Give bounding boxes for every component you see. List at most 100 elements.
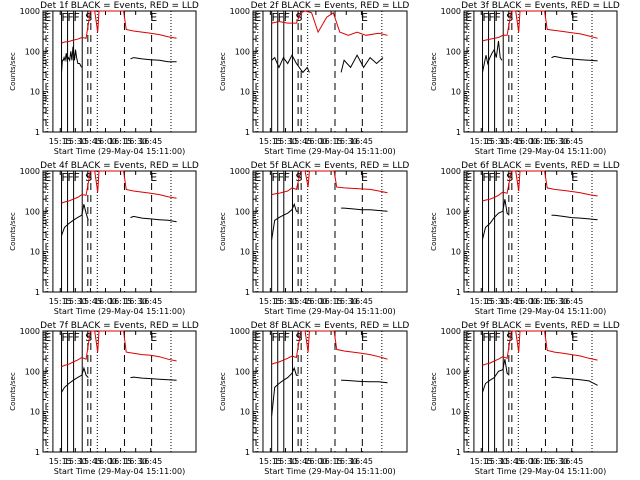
panel-8-xtick-label: 16:30 bbox=[335, 457, 358, 466]
panel-5-ytick-label: 1000 bbox=[230, 167, 250, 176]
panel-9-ytick-label: 1 bbox=[456, 448, 461, 457]
panel-3-xlabel: Start Time (29-May-04 15:11:00) bbox=[475, 147, 606, 156]
panel-3-series-lld bbox=[482, 10, 598, 42]
panel-9-series-lld bbox=[482, 330, 598, 366]
panel-7-marker-e: E bbox=[150, 331, 157, 344]
panel-9-ytick-label: 1000 bbox=[441, 327, 461, 336]
panel-2-series-lld bbox=[271, 10, 388, 36]
panel-7-xtick-label: 15:45 bbox=[79, 457, 102, 466]
panel-5-marker-f: F bbox=[284, 171, 290, 184]
panel-8-series-lld bbox=[271, 330, 388, 365]
panel-4-frame bbox=[42, 170, 197, 293]
panel-6-xtick-label: 16:15 bbox=[530, 297, 553, 306]
panel-7-series-events-late bbox=[130, 376, 177, 381]
panel-7-ylabel: Counts/sec bbox=[9, 372, 17, 411]
panel-2-xtick-label: 16:45 bbox=[350, 137, 373, 146]
panel-8-title: Det 8f BLACK = Events, RED = LLD bbox=[251, 321, 410, 331]
panel-9-xtick-label: 15:30 bbox=[485, 457, 508, 466]
panel-3-ytick-label: 100 bbox=[446, 47, 461, 56]
panel-8-series-events-late bbox=[341, 379, 388, 384]
panel-4-xtick-label: 16:15 bbox=[109, 297, 132, 306]
panel-7-xtick-label: 16:45 bbox=[139, 457, 162, 466]
panel-4-ytick-label: 1 bbox=[35, 288, 40, 297]
panel-6-xtick-label: 16:00 bbox=[515, 297, 538, 306]
panel-9-ytick-label: 10 bbox=[451, 408, 461, 417]
panel-4-xtick-label: 15:15 bbox=[49, 297, 72, 306]
panel-9-xtick-label: 16:15 bbox=[530, 457, 553, 466]
panel-5-xtick-label: 16:00 bbox=[304, 297, 327, 306]
panel-8-xtick-label: 16:45 bbox=[350, 457, 373, 466]
panel-7-marker-f: F bbox=[73, 331, 79, 344]
panel-1-title: Det 1f BLACK = Events, RED = LLD bbox=[40, 1, 199, 11]
panel-5-xtick-label: 15:45 bbox=[289, 297, 312, 306]
panel-1-ytick-label: 100 bbox=[25, 47, 40, 56]
panel-6-series-lld bbox=[482, 170, 598, 202]
panel-8-xtick-label: 16:00 bbox=[304, 457, 327, 466]
panel-8-xtick-label: 15:15 bbox=[259, 457, 282, 466]
panel-9-xtick-label: 15:15 bbox=[470, 457, 493, 466]
panel-3-xtick-label: 16:15 bbox=[530, 137, 553, 146]
panel-6-ytick-label: 1 bbox=[456, 288, 461, 297]
panel-3-marker-e: E bbox=[465, 11, 472, 24]
panel-7-series-lld bbox=[61, 330, 177, 368]
panel-3-marker-e: E bbox=[571, 11, 578, 24]
panel-1-marker-f: F bbox=[61, 11, 67, 24]
panel-4-series-events-late bbox=[130, 215, 177, 223]
panel-2-xtick-label: 15:15 bbox=[259, 137, 282, 146]
panel-3-marker-f: F bbox=[482, 11, 488, 24]
panel-8-marker-e: E bbox=[254, 331, 261, 344]
panel-7-marker-f: F bbox=[67, 331, 73, 344]
panel-1-marker-e: E bbox=[44, 11, 51, 24]
panel-2-marker-f: F bbox=[284, 11, 290, 24]
panel-1-marker-s: S bbox=[85, 11, 92, 24]
panel-5-ytick-label: 100 bbox=[235, 207, 250, 216]
panel-7-frame bbox=[42, 330, 197, 453]
panel-4-title: Det 4f BLACK = Events, RED = LLD bbox=[40, 161, 199, 171]
panel-6-marker-f: F bbox=[488, 171, 494, 184]
panel-2-xtick-label: 16:00 bbox=[304, 137, 327, 146]
panel-3-ytick-label: 10 bbox=[451, 88, 461, 97]
panel-3-xtick-label: 16:00 bbox=[515, 137, 538, 146]
panel-7-ytick-label: 10 bbox=[30, 408, 40, 417]
panel-3-xtick-label: 16:30 bbox=[545, 137, 568, 146]
panel-2-xlabel: Start Time (29-May-04 15:11:00) bbox=[264, 147, 395, 156]
panel-3-xtick-label: 15:15 bbox=[470, 137, 493, 146]
panel-4-xtick-label: 16:00 bbox=[94, 297, 117, 306]
panel-7-ytick-label: 1000 bbox=[20, 327, 40, 336]
panel-3-xtick-label: 15:45 bbox=[500, 137, 523, 146]
panel-2-title: Det 2f BLACK = Events, RED = LLD bbox=[251, 1, 410, 11]
panel-2-xtick-label: 15:45 bbox=[289, 137, 312, 146]
panel-5-xtick-label: 16:30 bbox=[335, 297, 358, 306]
panel-2-ylabel: Counts/sec bbox=[219, 52, 227, 91]
panel-6-title: Det 6f BLACK = Events, RED = LLD bbox=[461, 161, 620, 171]
panel-3-series-events bbox=[482, 40, 503, 73]
panel-9-marker-f: F bbox=[488, 331, 494, 344]
panel-3-marker-s: S bbox=[506, 11, 513, 24]
panel-9-marker-e: E bbox=[465, 331, 472, 344]
panel-3-ytick-label: 1 bbox=[456, 128, 461, 137]
panel-5-xlabel: Start Time (29-May-04 15:11:00) bbox=[264, 307, 395, 316]
panel-4-ylabel: Counts/sec bbox=[9, 212, 17, 251]
panel-9-frame bbox=[463, 330, 618, 453]
panel-5-series-events bbox=[271, 202, 299, 240]
panel-2-series-events-late bbox=[340, 54, 384, 73]
panel-7-title: Det 7f BLACK = Events, RED = LLD bbox=[40, 321, 199, 331]
panel-4-marker-e: E bbox=[44, 171, 51, 184]
panel-9-series-events bbox=[482, 359, 510, 393]
panel-8-ylabel: Counts/sec bbox=[219, 372, 227, 411]
panel-8-series-events bbox=[271, 366, 299, 416]
panel-5-frame bbox=[252, 170, 408, 293]
panel-9-marker-e: E bbox=[571, 331, 578, 344]
panel-5-title: Det 5f BLACK = Events, RED = LLD bbox=[251, 161, 410, 171]
panel-8-marker-f: F bbox=[278, 331, 284, 344]
panel-4-marker-f: F bbox=[73, 171, 79, 184]
panel-2-ytick-label: 1 bbox=[245, 128, 250, 137]
panel-3-marker-f: F bbox=[494, 11, 500, 24]
panel-1-xtick-label: 15:30 bbox=[64, 137, 87, 146]
panel-1-xtick-label: 16:45 bbox=[139, 137, 162, 146]
panel-6-xtick-label: 15:30 bbox=[485, 297, 508, 306]
panel-1-marker-f: F bbox=[73, 11, 79, 24]
panel-1-series-lld bbox=[61, 10, 177, 44]
panel-8-marker-f: F bbox=[284, 331, 290, 344]
panel-4-ytick-label: 10 bbox=[30, 248, 40, 257]
